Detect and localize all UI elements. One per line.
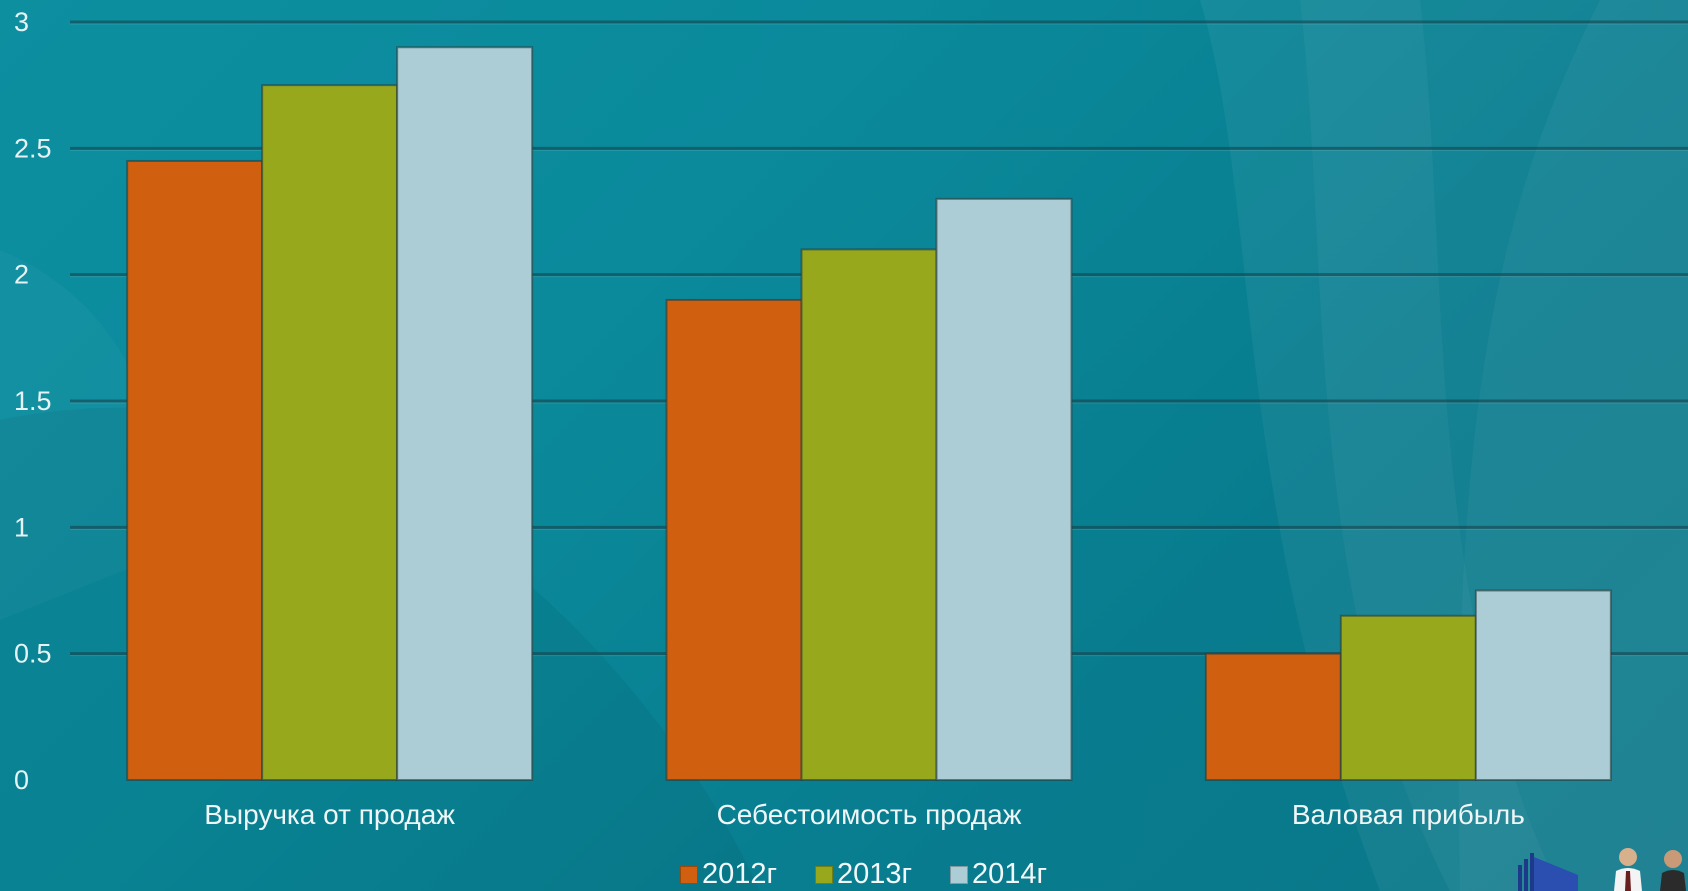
bar-2013г-2	[800, 248, 938, 781]
category-label: Валовая прибыль	[1292, 799, 1525, 830]
legend-item: 2014г	[950, 858, 1047, 891]
people-with-building-icon	[1518, 848, 1686, 891]
legend-label: 2012г	[702, 858, 778, 890]
bar-2014г-2	[935, 197, 1073, 782]
category-labels: Выручка от продаж Себестоимость продаж Вал…	[204, 799, 1525, 830]
bar-2013г-3	[1339, 614, 1477, 781]
bars	[126, 46, 1612, 782]
y-tick-label: 2	[14, 260, 29, 290]
legend-swatch	[950, 865, 968, 884]
y-tick-label: 0	[14, 765, 29, 795]
bar-2012г-3	[1204, 652, 1342, 782]
legend-label: 2014г	[972, 858, 1048, 890]
y-tick-label: 1	[14, 512, 29, 542]
category-label: Выручка от продаж	[204, 799, 455, 830]
bar-2014г-1	[396, 46, 534, 782]
bar-2012г-1	[126, 159, 264, 781]
y-tick-label: 2.5	[14, 133, 52, 163]
bar-2012г-2	[665, 298, 803, 781]
bar-2013г-1	[261, 84, 399, 781]
legend-item: 2013г	[815, 858, 912, 891]
legend-swatch	[815, 865, 833, 884]
y-tick-label: 1.5	[14, 386, 52, 416]
category-label: Себестоимость продаж	[717, 799, 1022, 830]
bar-2014г-3	[1474, 589, 1612, 781]
y-tick-label: 0.5	[14, 639, 52, 669]
legend: 2012г 2013г 2014г	[0, 858, 1688, 891]
y-tick-label: 3	[14, 7, 29, 37]
legend-swatch	[680, 865, 698, 884]
legend-item: 2012г	[680, 858, 777, 891]
legend-label: 2013г	[837, 858, 913, 890]
y-axis-ticks: 0 0.5 1 1.5 2 2.5 3	[14, 7, 52, 795]
